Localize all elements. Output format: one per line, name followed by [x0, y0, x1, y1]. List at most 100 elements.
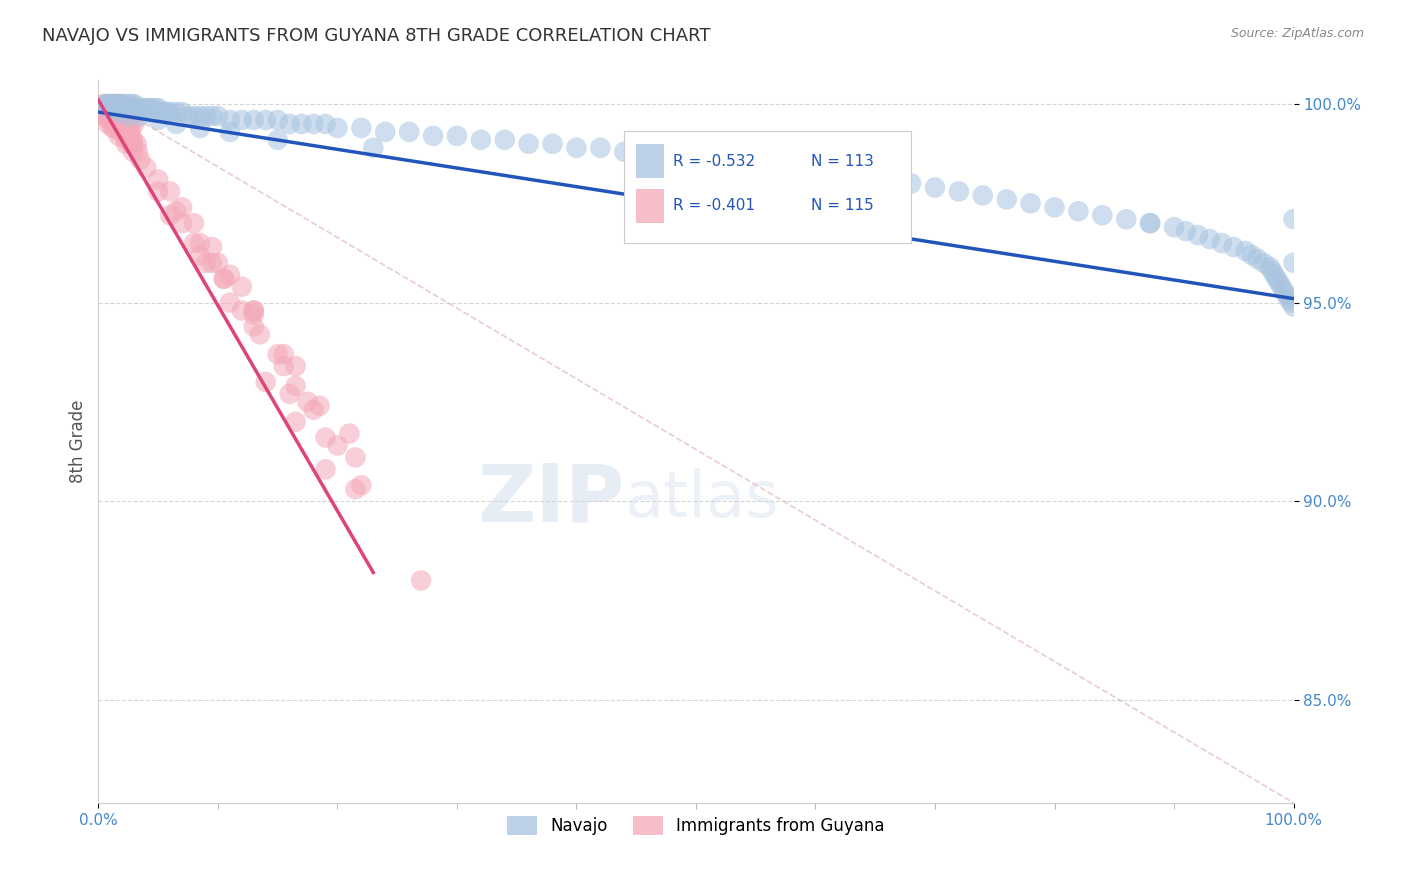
Point	[852, 169, 875, 183]
Point	[115, 101, 138, 115]
Point	[148, 101, 170, 115]
Point	[103, 109, 125, 123]
Point	[172, 105, 194, 120]
Point	[111, 97, 134, 112]
Point	[188, 248, 211, 262]
Point	[177, 109, 200, 123]
Point	[1187, 228, 1209, 243]
Point	[302, 117, 325, 131]
Point	[1223, 240, 1246, 254]
Point	[129, 109, 152, 123]
Point	[103, 105, 125, 120]
Point	[924, 180, 946, 194]
Point	[207, 109, 229, 123]
Point	[231, 279, 253, 293]
Point	[1272, 284, 1295, 298]
Point	[120, 101, 142, 115]
Point	[165, 204, 187, 219]
Point	[108, 97, 131, 112]
Point	[626, 153, 648, 167]
Point	[125, 136, 148, 151]
Point	[1139, 216, 1161, 230]
Point	[97, 101, 120, 115]
Point	[411, 574, 433, 588]
Point	[219, 125, 242, 139]
Point	[107, 128, 129, 143]
Point	[93, 97, 115, 112]
Point	[995, 193, 1018, 207]
Point	[470, 133, 492, 147]
Point	[115, 133, 138, 147]
Point	[108, 105, 131, 120]
Point	[96, 97, 118, 112]
Point	[124, 97, 146, 112]
Point	[100, 109, 122, 123]
Point	[828, 164, 851, 178]
Point	[297, 394, 319, 409]
Point	[98, 113, 121, 128]
Point	[112, 113, 135, 128]
Point	[1275, 287, 1298, 301]
Point	[1091, 208, 1114, 222]
Point	[129, 101, 152, 115]
Point	[374, 125, 396, 139]
Point	[101, 120, 124, 135]
Point	[637, 145, 659, 159]
Point	[96, 105, 118, 120]
Point	[948, 185, 970, 199]
Point	[302, 402, 325, 417]
Point	[273, 347, 295, 361]
Point	[98, 113, 121, 128]
Point	[344, 482, 367, 496]
Point	[105, 97, 128, 112]
Point	[124, 101, 146, 115]
Point	[1261, 264, 1284, 278]
Text: ZIP: ZIP	[477, 460, 624, 539]
Point	[117, 109, 139, 123]
Text: atlas: atlas	[624, 468, 779, 531]
Point	[188, 235, 211, 250]
Point	[183, 109, 205, 123]
Point	[243, 303, 266, 318]
Point	[98, 97, 122, 112]
Point	[326, 438, 349, 452]
Point	[159, 208, 181, 222]
Point	[315, 462, 337, 476]
Point	[1234, 244, 1257, 258]
Point	[1282, 212, 1305, 227]
Point	[107, 109, 129, 123]
Point	[112, 125, 135, 139]
Point	[121, 101, 143, 115]
Point	[105, 97, 128, 112]
Point	[150, 105, 173, 120]
Point	[148, 113, 170, 128]
Point	[97, 117, 120, 131]
Point	[117, 101, 139, 115]
Point	[446, 128, 468, 143]
Point	[141, 101, 163, 115]
Point	[278, 387, 301, 401]
Point	[93, 101, 115, 115]
Point	[97, 101, 120, 115]
Point	[115, 136, 138, 151]
Point	[172, 200, 194, 214]
Point	[165, 105, 187, 120]
Point	[900, 177, 922, 191]
Point	[115, 113, 138, 128]
Point	[219, 113, 242, 128]
Point	[291, 117, 314, 131]
Point	[685, 149, 707, 163]
Point	[249, 327, 271, 342]
Point	[114, 101, 136, 115]
Point	[108, 125, 131, 139]
Point	[1258, 260, 1281, 274]
Point	[1265, 272, 1288, 286]
Point	[115, 125, 138, 139]
Point	[120, 117, 142, 131]
Point	[1282, 300, 1305, 314]
Point	[709, 153, 731, 167]
Text: NAVAJO VS IMMIGRANTS FROM GUYANA 8TH GRADE CORRELATION CHART: NAVAJO VS IMMIGRANTS FROM GUYANA 8TH GRA…	[42, 27, 710, 45]
Y-axis label: 8th Grade: 8th Grade	[69, 400, 87, 483]
Point	[326, 120, 349, 135]
Point	[339, 426, 361, 441]
